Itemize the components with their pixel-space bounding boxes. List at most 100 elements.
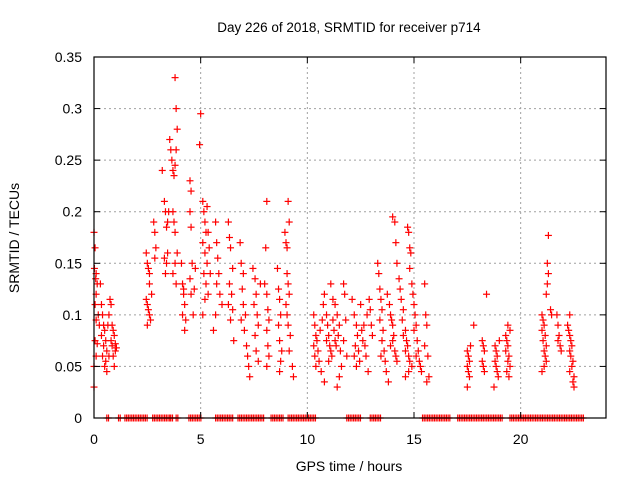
data-point (173, 125, 181, 133)
data-point (416, 362, 424, 370)
data-point (203, 203, 211, 211)
data-point (425, 373, 433, 381)
data-point (251, 331, 259, 339)
data-point (263, 290, 271, 298)
data-point (171, 259, 179, 267)
data-point (392, 352, 400, 360)
data-point (393, 357, 401, 365)
data-point (495, 337, 503, 345)
data-point (505, 352, 513, 360)
x-tick-label: 15 (406, 431, 422, 447)
data-point (236, 239, 244, 247)
data-point (410, 301, 418, 309)
data-point (483, 290, 491, 298)
data-point (329, 316, 337, 324)
data-point (417, 368, 425, 376)
data-point (170, 172, 178, 180)
data-point (331, 301, 339, 309)
data-point (463, 362, 471, 370)
data-point (225, 280, 233, 288)
data-point (359, 337, 367, 345)
data-point (199, 197, 207, 205)
data-point (202, 280, 210, 288)
data-point (464, 352, 472, 360)
data-point (285, 290, 293, 298)
data-point (407, 249, 415, 257)
data-point (92, 275, 100, 283)
data-point (569, 378, 577, 386)
data-point (479, 362, 487, 370)
data-point (544, 270, 552, 278)
data-point (479, 342, 487, 350)
data-point (555, 331, 563, 339)
data-point (147, 316, 155, 324)
data-point (188, 259, 196, 267)
data-point (382, 368, 390, 376)
data-point (348, 295, 356, 303)
data-point (203, 259, 211, 267)
data-point (463, 383, 471, 391)
data-point (246, 373, 254, 381)
data-point (554, 337, 562, 345)
data-point (503, 368, 511, 376)
data-point (465, 373, 473, 381)
data-point (383, 290, 391, 298)
y-tick-label: 0 (74, 410, 82, 426)
data-point (283, 244, 291, 252)
data-point (401, 347, 409, 355)
data-point (376, 316, 384, 324)
data-point (540, 347, 548, 355)
data-point (393, 259, 401, 267)
data-point (103, 347, 111, 355)
data-point (169, 270, 177, 278)
data-point (273, 264, 281, 272)
data-point (320, 290, 328, 298)
data-point (366, 306, 374, 314)
data-point (368, 331, 376, 339)
data-point (204, 290, 212, 298)
data-point (197, 110, 205, 118)
data-point (542, 342, 550, 350)
data-point (205, 244, 213, 252)
data-point (336, 347, 344, 355)
data-point (276, 337, 284, 345)
data-point (388, 316, 396, 324)
data-point (568, 362, 576, 370)
data-point (143, 259, 151, 267)
data-point (470, 321, 478, 329)
data-point (186, 177, 194, 185)
data-point (320, 378, 328, 386)
data-point (181, 301, 189, 309)
data-point (142, 295, 150, 303)
data-point (151, 254, 159, 262)
data-point (379, 326, 387, 334)
data-point (543, 259, 551, 267)
data-point (377, 352, 385, 360)
data-point (148, 290, 156, 298)
data-point (398, 316, 406, 324)
data-point (263, 362, 271, 370)
data-point (224, 218, 232, 226)
data-point (310, 311, 318, 319)
data-point (478, 357, 486, 365)
data-point (171, 74, 179, 82)
data-point (544, 231, 552, 239)
data-point (360, 321, 368, 329)
data-point (506, 326, 514, 334)
data-point (423, 378, 431, 386)
data-point (389, 337, 397, 345)
data-point (170, 218, 178, 226)
data-point (99, 311, 107, 319)
data-point (353, 331, 361, 339)
data-point (284, 321, 292, 329)
data-point (201, 249, 209, 257)
data-point (464, 368, 472, 376)
data-point (352, 321, 360, 329)
data-point (243, 342, 251, 350)
data-point (491, 357, 499, 365)
data-point (237, 316, 245, 324)
grid-lines (94, 57, 606, 418)
data-point (324, 321, 332, 329)
data-point (214, 254, 222, 262)
